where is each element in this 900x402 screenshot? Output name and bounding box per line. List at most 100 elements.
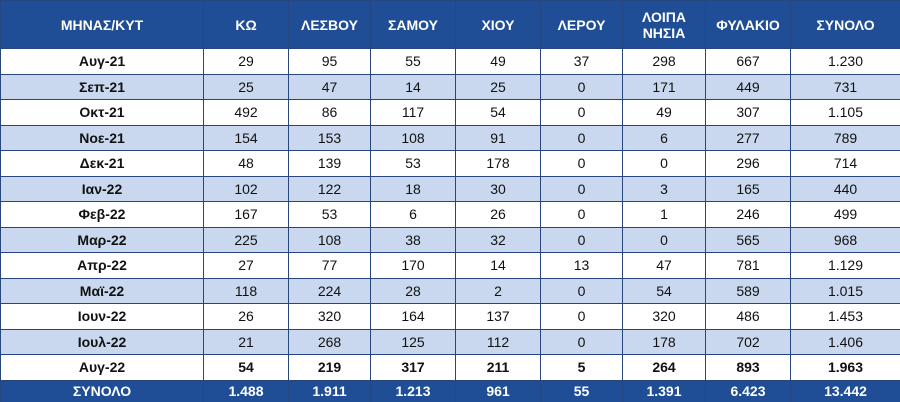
header-cell: ΦΥΛΑΚΙΟ xyxy=(705,0,791,49)
value-cell: 1.105 xyxy=(790,99,900,126)
value-cell: 167 xyxy=(203,201,289,228)
value-cell: 178 xyxy=(455,150,541,177)
total-cell: ΣΥΝΟΛΟ xyxy=(0,379,204,402)
value-cell: 49 xyxy=(622,99,706,126)
value-cell: 18 xyxy=(370,175,456,202)
value-cell: 117 xyxy=(370,99,456,126)
value-cell: 54 xyxy=(203,354,289,381)
total-cell: 6.423 xyxy=(705,379,791,402)
value-cell: 37 xyxy=(540,48,623,75)
value-cell: 492 xyxy=(203,99,289,126)
value-cell: 0 xyxy=(540,124,623,151)
value-cell: 1.230 xyxy=(790,48,900,75)
header-cell: ΧΙΟΥ xyxy=(455,0,541,49)
value-cell: 49 xyxy=(455,48,541,75)
month-cell: Ιαν-22 xyxy=(0,175,204,202)
value-cell: 170 xyxy=(370,252,456,279)
total-cell: 1.911 xyxy=(288,379,371,402)
month-cell: Σεπ-21 xyxy=(0,73,204,100)
value-cell: 154 xyxy=(203,124,289,151)
month-cell: Μαϊ-22 xyxy=(0,277,204,304)
month-cell: Νοε-21 xyxy=(0,124,204,151)
data-row: Αυγ-22 54 219 317 211 5 264 893 1.963 xyxy=(0,354,900,381)
value-cell: 54 xyxy=(622,277,706,304)
header-cell: ΛΟΙΠΑ ΝΗΣΙΑ xyxy=(622,0,706,49)
value-cell: 268 xyxy=(288,328,371,355)
value-cell: 47 xyxy=(288,73,371,100)
month-cell: Φεβ-22 xyxy=(0,201,204,228)
value-cell: 14 xyxy=(455,252,541,279)
value-cell: 211 xyxy=(455,354,541,381)
value-cell: 225 xyxy=(203,226,289,253)
total-cell: 961 xyxy=(455,379,541,402)
value-cell: 164 xyxy=(370,303,456,330)
data-row: Νοε-21 154 153 108 91 0 6 277 789 xyxy=(0,124,900,151)
header-cell: ΚΩ xyxy=(203,0,289,49)
value-cell: 86 xyxy=(288,99,371,126)
value-cell: 5 xyxy=(540,354,623,381)
total-cell: 13.442 xyxy=(790,379,900,402)
value-cell: 125 xyxy=(370,328,456,355)
value-cell: 224 xyxy=(288,277,371,304)
value-cell: 0 xyxy=(622,150,706,177)
value-cell: 317 xyxy=(370,354,456,381)
month-cell: Μαρ-22 xyxy=(0,226,204,253)
value-cell: 0 xyxy=(540,99,623,126)
value-cell: 112 xyxy=(455,328,541,355)
value-cell: 77 xyxy=(288,252,371,279)
value-cell: 14 xyxy=(370,73,456,100)
value-cell: 0 xyxy=(540,175,623,202)
value-cell: 118 xyxy=(203,277,289,304)
value-cell: 108 xyxy=(288,226,371,253)
value-cell: 25 xyxy=(203,73,289,100)
total-row: ΣΥΝΟΛΟ 1.488 1.911 1.213 961 55 1.391 6.423 13.4… xyxy=(0,379,900,402)
value-cell: 264 xyxy=(622,354,706,381)
value-cell: 0 xyxy=(540,277,623,304)
value-cell: 1.015 xyxy=(790,277,900,304)
month-cell: Δεκ-21 xyxy=(0,150,204,177)
value-cell: 731 xyxy=(790,73,900,100)
value-cell: 246 xyxy=(705,201,791,228)
month-cell: Ιουν-22 xyxy=(0,303,204,330)
value-cell: 296 xyxy=(705,150,791,177)
data-row: Οκτ-21 492 86 117 54 0 49 307 1.105 xyxy=(0,99,900,126)
value-cell: 565 xyxy=(705,226,791,253)
data-row: Αυγ-21 29 95 55 49 37 298 667 1.230 xyxy=(0,48,900,75)
data-row: Απρ-22 27 77 170 14 13 47 781 1.129 xyxy=(0,252,900,279)
value-cell: 320 xyxy=(622,303,706,330)
value-cell: 1 xyxy=(622,201,706,228)
month-cell: Ιουλ-22 xyxy=(0,328,204,355)
value-cell: 6 xyxy=(622,124,706,151)
value-cell: 108 xyxy=(370,124,456,151)
value-cell: 968 xyxy=(790,226,900,253)
value-cell: 48 xyxy=(203,150,289,177)
total-cell: 1.488 xyxy=(203,379,289,402)
total-cell: 55 xyxy=(540,379,623,402)
value-cell: 702 xyxy=(705,328,791,355)
value-cell: 440 xyxy=(790,175,900,202)
value-cell: 298 xyxy=(622,48,706,75)
month-cell: Αυγ-22 xyxy=(0,354,204,381)
data-row: Φεβ-22 167 53 6 26 0 1 246 499 xyxy=(0,201,900,228)
value-cell: 21 xyxy=(203,328,289,355)
value-cell: 781 xyxy=(705,252,791,279)
value-cell: 55 xyxy=(370,48,456,75)
value-cell: 0 xyxy=(540,303,623,330)
data-row: Δεκ-21 48 139 53 178 0 0 296 714 xyxy=(0,150,900,177)
value-cell: 38 xyxy=(370,226,456,253)
value-cell: 26 xyxy=(455,201,541,228)
value-cell: 32 xyxy=(455,226,541,253)
value-cell: 449 xyxy=(705,73,791,100)
month-cell: Αυγ-21 xyxy=(0,48,204,75)
month-cell: Οκτ-21 xyxy=(0,99,204,126)
value-cell: 1.129 xyxy=(790,252,900,279)
value-cell: 486 xyxy=(705,303,791,330)
value-cell: 589 xyxy=(705,277,791,304)
value-cell: 102 xyxy=(203,175,289,202)
value-cell: 171 xyxy=(622,73,706,100)
value-cell: 139 xyxy=(288,150,371,177)
value-cell: 30 xyxy=(455,175,541,202)
value-cell: 27 xyxy=(203,252,289,279)
